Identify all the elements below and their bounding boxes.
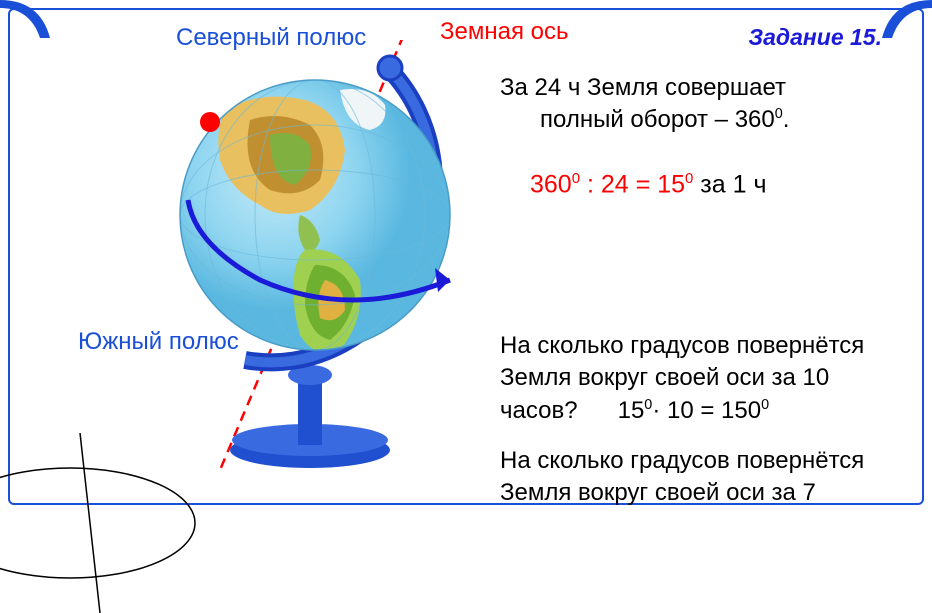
intro-text: За 24 ч Земля совершает полный оборот – … (500, 72, 902, 137)
red-marker-dot (200, 112, 220, 132)
top-pin (378, 56, 402, 80)
question-1: На сколько градусов повернётся Земля вок… (500, 330, 912, 427)
q1-ans-sup2: 0 (761, 397, 769, 413)
q1-line3a: часов? (500, 397, 578, 424)
q1-ans-a: 15 (618, 397, 645, 424)
intro-line1: За 24 ч Земля совершает (500, 74, 786, 101)
formula-suffix: за 1 ч (693, 170, 766, 198)
q2-line1: На сколько градусов повернётся (500, 447, 864, 474)
formula-p1: 360 (530, 170, 572, 198)
q1-line1: На сколько градусов повернётся (500, 332, 864, 359)
formula: 3600 : 24 = 150 за 1 ч (530, 170, 767, 199)
corner-ornament-left (0, 0, 60, 40)
globe-illustration (130, 40, 490, 470)
question-2: На сколько градусов повернётся Земля вок… (500, 445, 912, 510)
task-title: Задание 15. (748, 24, 882, 51)
q2-line2: Земля вокруг своей оси за 7 (500, 479, 816, 506)
intro-line2: полный оборот – 360 (540, 106, 775, 133)
bottom-ellipse (0, 433, 200, 613)
intro-suffix: . (783, 106, 790, 133)
q1-line2: Земля вокруг своей оси за 10 (500, 364, 829, 391)
q1-ans-b: · 10 = 150 (652, 397, 761, 424)
formula-sup1: 0 (572, 170, 580, 187)
formula-p2: : 24 = 15 (580, 170, 685, 198)
